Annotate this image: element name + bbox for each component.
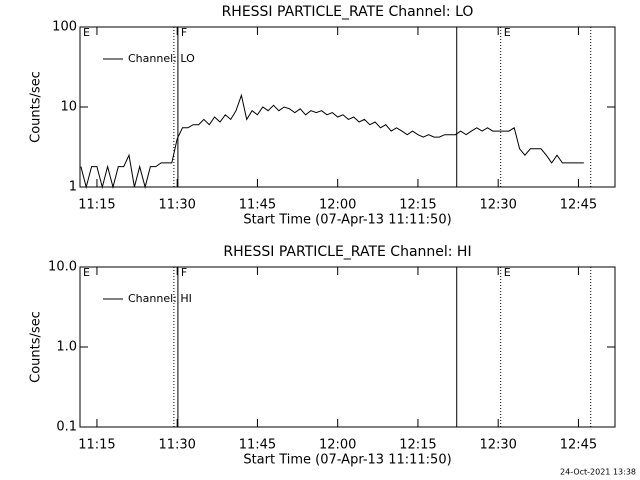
- annotation: F: [181, 266, 187, 279]
- y-axis-label: Counts/sec: [29, 71, 44, 143]
- x-tick-label: 11:45: [239, 198, 276, 213]
- x-tick-label: 12:30: [479, 198, 516, 213]
- annotation: E: [83, 266, 90, 279]
- y-tick-label: 100: [52, 20, 77, 35]
- x-tick-label: 12:15: [399, 198, 436, 213]
- x-tick-label: 12:30: [479, 438, 516, 453]
- plot-frame: [79, 266, 616, 428]
- legend-label: Channel: LO: [128, 52, 195, 65]
- y-tick-label: 10.0: [48, 260, 77, 275]
- y-axis-label: Counts/sec: [29, 311, 44, 383]
- x-tick-label: 12:15: [399, 438, 436, 453]
- x-tick-label: 12:45: [560, 198, 597, 213]
- x-tick-label: 11:30: [158, 198, 195, 213]
- y-tick-label: 1: [69, 180, 77, 195]
- x-tick-label: 11:45: [239, 438, 276, 453]
- x-tick-label: 11:15: [78, 438, 115, 453]
- y-tick-label: 10: [60, 100, 77, 115]
- legend-label: Channel: HI: [128, 292, 192, 305]
- x-axis-label: Start Time (07-Apr-13 11:11:50): [243, 453, 451, 468]
- chart-title: RHESSI PARTICLE_RATE Channel: HI: [223, 244, 471, 260]
- x-tick-label: 11:30: [158, 438, 195, 453]
- annotation: E: [83, 26, 90, 39]
- annotation: F: [181, 26, 187, 39]
- x-tick-label: 12:00: [319, 198, 356, 213]
- x-tick-label: 12:45: [560, 438, 597, 453]
- chart-title: RHESSI PARTICLE_RATE Channel: LO: [222, 4, 474, 20]
- y-tick-label: 1.0: [56, 340, 77, 355]
- plot-frame: [79, 26, 616, 188]
- footer: 24-Oct-2021 13:38: [560, 468, 636, 477]
- x-axis-label: Start Time (07-Apr-13 11:11:50): [243, 213, 451, 228]
- x-tick-label: 11:15: [78, 198, 115, 213]
- x-tick-label: 12:00: [319, 438, 356, 453]
- annotation: E: [504, 266, 511, 279]
- annotation: E: [504, 26, 511, 39]
- data-line: [80, 93, 584, 189]
- y-tick-label: 0.1: [56, 420, 77, 435]
